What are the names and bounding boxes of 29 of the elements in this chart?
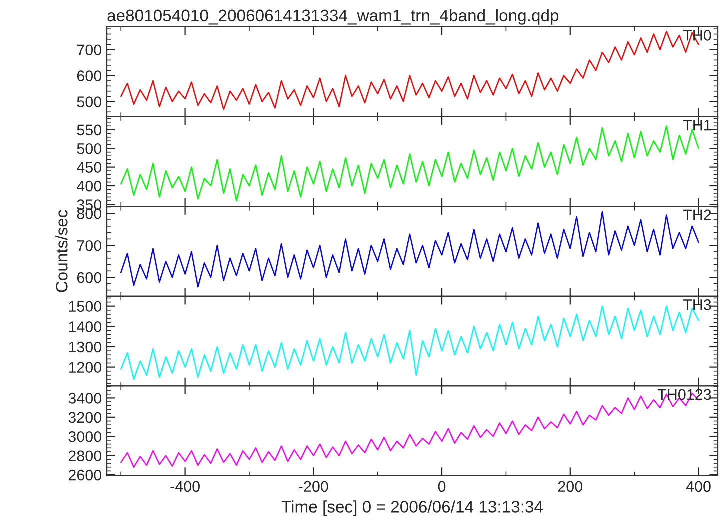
y-axis-title: Counts/sec xyxy=(56,210,68,292)
y-tick-label: 700 xyxy=(77,44,102,56)
y-tick-label: 1300 xyxy=(69,342,102,353)
chart-title: ae801054010_20060614131334_wam1_trn_4band_long.qdp xyxy=(108,9,559,25)
y-tick-label: 3400 xyxy=(68,393,102,404)
y-tick-label: 500 xyxy=(77,96,102,108)
y-tick-label: 1200 xyxy=(69,362,102,373)
y-tick-label: 1400 xyxy=(69,322,102,332)
x-axis-title: Time [sec] 0 = 2006/06/14 13:13:34 xyxy=(282,500,544,516)
series-label: TH1 xyxy=(683,120,712,131)
y-tick-label: 600 xyxy=(77,272,102,284)
y-tick-label: 3200 xyxy=(68,412,102,424)
y-tick-label: 600 xyxy=(77,70,102,82)
series-label: TH2 xyxy=(683,210,712,220)
y-tick-label: 2800 xyxy=(68,450,102,462)
y-tick-label: 500 xyxy=(77,143,102,154)
x-tick-label: 200 xyxy=(558,481,583,492)
y-tick-label: 3000 xyxy=(68,431,102,442)
y-tick-label: 2600 xyxy=(68,470,102,481)
x-tick-label: 0 xyxy=(438,481,446,492)
y-tick-label: 450 xyxy=(77,162,102,173)
y-tick-label: 700 xyxy=(77,240,102,252)
x-tick-label: -200 xyxy=(299,481,328,492)
series-label: TH3 xyxy=(683,299,712,310)
y-tick-label: 550 xyxy=(77,124,102,136)
x-tick-label: 400 xyxy=(686,481,711,492)
y-tick-label: 1500 xyxy=(69,301,102,312)
y-tick-label: 400 xyxy=(77,180,102,192)
x-tick-label: -400 xyxy=(170,481,200,492)
